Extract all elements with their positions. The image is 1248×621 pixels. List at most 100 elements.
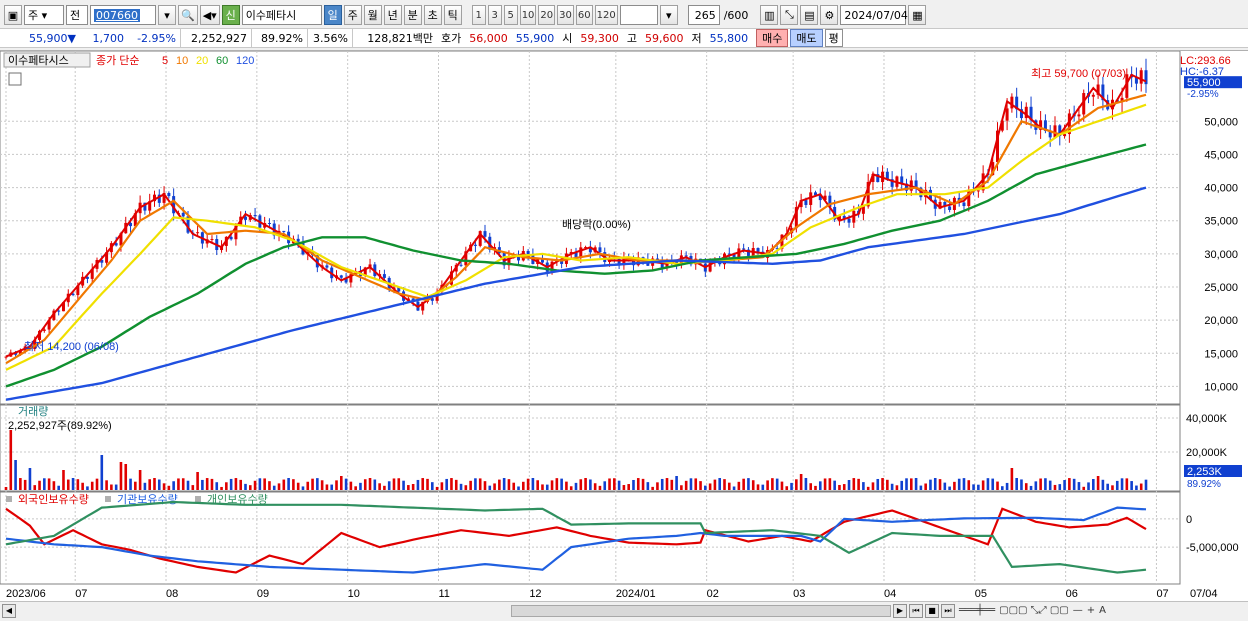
period-year-button[interactable]: 년	[383, 5, 402, 25]
volume-bar	[890, 483, 894, 490]
x-tick-label: 10	[348, 588, 360, 600]
volume-current-label: 2,253K	[1187, 466, 1223, 478]
holdings-tick-label: -5,000,000	[1186, 542, 1239, 554]
settings-gear-icon[interactable]: ⚙	[820, 5, 839, 25]
scroll-first-icon[interactable]: ⏮	[909, 603, 923, 618]
horizontal-scrollbar[interactable]: ◀ ▶ ⏮ ■ ⏭ ═══╪══ ▢▢▢ ⤡⤢ ▢▢ — + A	[0, 601, 1248, 619]
volume-bar	[953, 481, 956, 490]
draw-tool-icon[interactable]: ⤡	[780, 5, 799, 25]
candle-body	[943, 202, 947, 207]
stock-code-input[interactable]: 007660	[90, 5, 156, 25]
divider	[251, 29, 252, 47]
candle-body	[368, 264, 372, 268]
volume-bar	[545, 484, 549, 490]
interval-60-button[interactable]: 60	[575, 5, 593, 25]
interval-120-button[interactable]: 120	[594, 5, 618, 25]
sell-button[interactable]: 매도	[790, 29, 823, 47]
volume-bar	[1139, 483, 1143, 490]
calendar-icon[interactable]: ▦	[908, 5, 927, 25]
chart-layout-icon[interactable]: ▣	[4, 5, 22, 25]
volume-bar	[967, 480, 971, 490]
volume-bar	[344, 478, 348, 490]
interval-1-button[interactable]: 1	[471, 5, 486, 25]
candle-body	[382, 274, 386, 278]
buy-button[interactable]: 매수	[756, 29, 789, 47]
custom-interval-dropdown[interactable]: ▾	[659, 5, 678, 25]
ask-label: 호가	[441, 32, 462, 45]
volume-bar	[881, 478, 884, 490]
stop-icon[interactable]: ■	[925, 603, 939, 618]
search-icon[interactable]: 🔍	[178, 5, 198, 25]
volume-bar	[909, 478, 913, 490]
volume-bar	[19, 478, 22, 490]
volume-bar	[1053, 484, 1057, 490]
candle-type-icon[interactable]: ▥	[760, 5, 779, 25]
stock-chart-svg: 10,000 15,000 20,000 25,000 30,000 35,000 40,0…	[0, 50, 1242, 600]
price-change: 1,700	[92, 31, 125, 45]
interval-20-button[interactable]: 20	[538, 5, 556, 25]
scroll-left-icon[interactable]: ◀	[2, 603, 16, 618]
candle-body	[584, 247, 588, 249]
price-tick-label: 20,000	[1204, 315, 1238, 327]
candle-body	[660, 261, 664, 268]
candle-body	[1010, 96, 1014, 109]
volume-bar	[962, 478, 966, 490]
volume-bar	[866, 486, 870, 490]
interval-5-button[interactable]: 5	[503, 5, 518, 25]
volume-bar	[47, 478, 51, 490]
volume-bar	[421, 478, 425, 490]
candle-body	[90, 268, 94, 279]
turnover-rate: 3.56%	[313, 31, 348, 45]
volume-bar	[493, 483, 496, 490]
interval-30-button[interactable]: 30	[557, 5, 574, 25]
period-type-select[interactable]: 주 ▾	[24, 5, 64, 25]
volume-bar	[1010, 468, 1014, 490]
period-month-button[interactable]: 월	[363, 5, 382, 25]
candle-body	[349, 274, 353, 283]
chart-tools-icon[interactable]: ▢▢▢ ⤡⤢ ▢▢	[999, 605, 1069, 616]
code-dropdown-button[interactable]: ▾	[158, 5, 176, 25]
save-icon[interactable]: ▤	[800, 5, 819, 25]
zoom-in-icon[interactable]: +	[1086, 605, 1096, 616]
interval-3-button[interactable]: 3	[487, 5, 502, 25]
count-input[interactable]: 265	[687, 5, 720, 25]
interval-10-button[interactable]: 10	[519, 5, 537, 25]
scroll-track[interactable]	[16, 604, 891, 617]
volume-bar	[1034, 481, 1038, 490]
period-week-button[interactable]: 주	[343, 5, 362, 25]
stock-name-field[interactable]: 이수페타시	[241, 5, 322, 25]
scroll-last-icon[interactable]: ⏭	[941, 603, 955, 618]
font-size-icon[interactable]: A	[1099, 605, 1106, 616]
price-tick-label: 10,000	[1204, 381, 1238, 393]
candle-body	[569, 251, 573, 254]
volume-bar	[210, 478, 214, 490]
scroll-right-icon[interactable]: ▶	[893, 603, 907, 618]
candle-body	[1058, 125, 1062, 137]
volume-bar	[1125, 478, 1129, 490]
candle-body	[57, 310, 61, 312]
scroll-thumb[interactable]	[511, 604, 891, 617]
date-input[interactable]: 2024/07/04	[840, 5, 908, 25]
volume-bar	[445, 478, 448, 490]
period-tick-button[interactable]: 틱	[443, 5, 462, 25]
candle-body	[52, 310, 56, 320]
zoom-slider-icon[interactable]: ═══╪══	[959, 605, 996, 616]
period-second-button[interactable]: 초	[423, 5, 442, 25]
balance-button[interactable]: 평	[824, 29, 843, 47]
volume-bar	[258, 478, 262, 490]
period-day-button[interactable]: 일	[323, 5, 342, 25]
chart-area[interactable]: 10,000 15,000 20,000 25,000 30,000 35,000 40,0…	[0, 50, 1248, 601]
candle-body	[1077, 114, 1081, 117]
sound-icon[interactable]: ◀▾	[199, 5, 220, 25]
candle-body	[560, 259, 564, 264]
zoom-out-icon[interactable]: —	[1072, 605, 1083, 616]
candle-body	[1015, 96, 1019, 110]
volume-bar	[373, 479, 377, 490]
candle-body	[243, 216, 247, 220]
scope-select[interactable]: 전	[66, 5, 88, 25]
volume-bar	[1015, 478, 1018, 490]
period-minute-button[interactable]: 분	[403, 5, 422, 25]
quote-bar: 55,900▼ 1,700 -2.95% 2,252,927 89.92% 3.…	[0, 28, 1248, 48]
candle-body	[540, 259, 544, 263]
custom-interval-input[interactable]	[619, 5, 658, 25]
